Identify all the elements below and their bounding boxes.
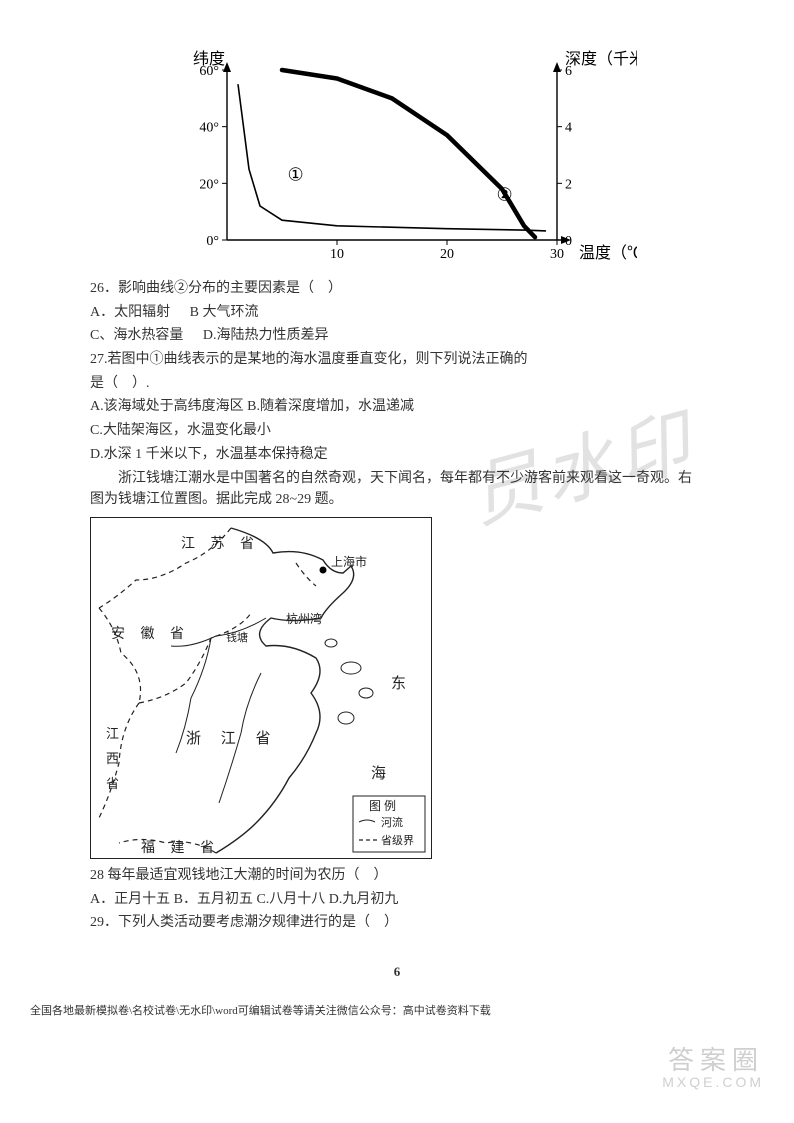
svg-text:安 徽 省: 安 徽 省 (111, 626, 190, 642)
svg-text:省: 省 (106, 776, 119, 791)
svg-text:2: 2 (565, 177, 572, 192)
q26-opt-c: C、海水热容量 (90, 325, 183, 347)
q26-options-row2: C、海水热容量 D.海陆热力性质差异 (90, 325, 704, 347)
q26-opt-d: D.海陆热力性质差异 (203, 325, 329, 347)
page-number: 6 (90, 964, 704, 980)
svg-text:浙 江 省: 浙 江 省 (186, 730, 279, 747)
q27-stem2: 是（ ）. (90, 373, 704, 395)
svg-text:纬度: 纬度 (193, 50, 225, 68)
svg-text:20: 20 (440, 247, 454, 262)
svg-text:图 例: 图 例 (369, 799, 396, 813)
svg-text:江 苏 省: 江 苏 省 (181, 536, 260, 552)
svg-text:福 建 省: 福 建 省 (141, 840, 220, 856)
svg-text:①: ① (288, 165, 304, 185)
svg-text:江: 江 (106, 726, 119, 741)
q26-stem: 26．影响曲线②分布的主要因素是（ ） (90, 278, 704, 300)
svg-text:深度（千米）: 深度（千米） (565, 50, 637, 68)
qiantang-map: 江 苏 省上海市安 徽 省 杭州湾钱塘浙 江 省 江西省福 建 省 东海图 例河流省级… (90, 517, 432, 859)
svg-text:河流: 河流 (381, 815, 403, 829)
logo-text-en: MXQE.COM (662, 1073, 764, 1093)
svg-text:杭州湾: 杭州湾 (286, 611, 322, 626)
q29-stem: 29．下列人类活动要考虑潮汐规律进行的是（ ） (90, 912, 704, 934)
q28-options: A．正月十五 B．五月初五 C.八月十八 D.九月初九 (90, 889, 704, 911)
svg-text:温度（℃）: 温度（℃） (579, 244, 637, 262)
svg-text:30: 30 (550, 247, 564, 262)
svg-text:省级界: 省级界 (381, 834, 414, 847)
q28-stem: 28 每年最适宜观钱地江大潮的时间为农历（ ） (90, 865, 704, 887)
intro-text: 浙江钱塘江潮水是中国著名的自然奇观，天下闻名，每年都有不少游客前来观看这一奇观。… (90, 468, 704, 511)
q27-opt-ab: A.该海域处于高纬度海区 B.随着深度增加，水温递减 (90, 396, 704, 418)
q27-opt-c: C.大陆架海区，水温变化最小 (90, 420, 704, 442)
svg-text:海: 海 (371, 765, 386, 782)
map-svg: 江 苏 省上海市安 徽 省 杭州湾钱塘浙 江 省 江西省福 建 省 东海图 例河流省级… (91, 518, 429, 856)
svg-text:0°: 0° (206, 234, 219, 249)
q26-opt-a: A．太阳辐射 (90, 302, 170, 324)
svg-text:4: 4 (565, 121, 572, 136)
temperature-chart: 0°20°40°60°0246102030纬度深度（千米）温度（℃）①② (157, 50, 637, 270)
q27-opt-d: D.水深 1 千米以下，水温基本保持稳定 (90, 444, 704, 466)
svg-text:0: 0 (565, 234, 572, 249)
q26-opt-b: B 大气环流 (190, 302, 259, 324)
logo-watermark: 答案圈 MXQE.COM (662, 1047, 764, 1093)
q26-options-row1: A．太阳辐射 B 大气环流 (90, 302, 704, 324)
svg-text:20°: 20° (199, 177, 219, 192)
logo-text-cn: 答案圈 (662, 1047, 764, 1073)
svg-text:上海市: 上海市 (331, 554, 367, 569)
svg-text:②: ② (497, 184, 513, 204)
svg-text:10: 10 (330, 247, 344, 262)
svg-text:东: 东 (391, 675, 406, 692)
chart-svg: 0°20°40°60°0246102030纬度深度（千米）温度（℃）①② (157, 50, 637, 270)
q27-stem1: 27.若图中①曲线表示的是某地的海水温度垂直变化，则下列说法正确的 (90, 349, 704, 371)
svg-text:西: 西 (106, 751, 119, 766)
svg-text:40°: 40° (199, 121, 219, 136)
svg-text:钱塘: 钱塘 (226, 630, 248, 644)
